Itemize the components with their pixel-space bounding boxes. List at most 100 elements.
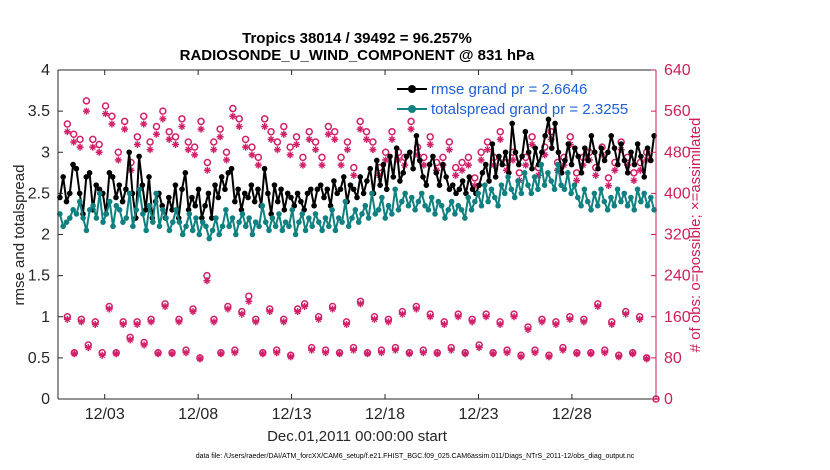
obs-assimilated-stroke <box>522 162 529 168</box>
rmse-point <box>459 178 466 184</box>
obs-assimilated-stroke <box>622 311 629 318</box>
totalspread-point <box>319 227 325 234</box>
obs-assimilated-marker <box>259 350 267 358</box>
obs-assimilated-stroke <box>370 146 376 153</box>
obs-assimilated-marker <box>608 320 616 328</box>
rmse-point <box>420 174 426 180</box>
totalspread-point <box>252 219 259 225</box>
rmse-point <box>205 190 212 197</box>
rmse-point <box>502 149 509 156</box>
totalspread-point <box>173 207 179 213</box>
rmse-point <box>598 145 605 151</box>
obs-assimilated-marker <box>119 320 127 328</box>
obs-assimilated-stroke <box>301 303 308 310</box>
obs-assimilated-stroke <box>113 350 120 357</box>
obs-assimilated-stroke <box>611 167 618 174</box>
obs-assimilated-stroke <box>541 151 548 158</box>
obs-assimilated-stroke <box>210 146 217 153</box>
totalspread-point <box>581 186 588 193</box>
obs-assimilated-marker <box>280 130 288 138</box>
totalspread-point <box>498 182 505 188</box>
obs-assimilated-stroke <box>462 350 469 357</box>
totalspread-point <box>641 190 647 197</box>
obs-assimilated-marker <box>592 171 600 179</box>
rmse-point <box>585 157 591 164</box>
obs-assimilated-marker <box>70 350 78 358</box>
obs-assimilated-marker <box>454 313 462 321</box>
rmse-point <box>446 186 453 193</box>
obs-assimilated-marker <box>84 344 92 352</box>
totalspread-point <box>555 161 561 168</box>
totalspread-point <box>372 211 379 217</box>
obs-assimilated-stroke <box>573 350 580 357</box>
obs-assimilated-stroke <box>399 311 406 318</box>
rmse-point <box>367 165 374 172</box>
totalspread-point <box>96 190 103 197</box>
obs-assimilated-marker <box>305 135 313 143</box>
totalspread-point <box>203 223 209 230</box>
rmse-point <box>284 190 291 197</box>
obs-possible-marker <box>324 122 333 131</box>
totalspread-point <box>422 202 428 209</box>
rmse-point <box>638 153 644 160</box>
obs-assimilated-marker <box>203 166 211 174</box>
obs-assimilated-stroke <box>106 306 113 312</box>
obs-possible-marker <box>114 148 123 156</box>
totalspread-line <box>58 163 656 240</box>
obs-assimilated-stroke <box>529 141 535 148</box>
obs-assimilated-stroke <box>280 131 287 138</box>
totalspread-point <box>60 223 66 230</box>
obs-assimilated-stroke <box>636 316 643 323</box>
totalspread-point <box>223 207 229 213</box>
obs-possible-marker <box>426 133 434 141</box>
totalspread-point <box>249 231 256 238</box>
obs-assimilated-stroke <box>532 349 538 356</box>
obs-assimilated-marker <box>191 151 199 159</box>
rmse-point <box>641 174 648 180</box>
totalspread-point <box>176 219 183 225</box>
obs-assimilated-stroke <box>427 313 434 320</box>
obs-assimilated-stroke <box>476 344 483 351</box>
obs-assimilated-stroke <box>490 350 496 357</box>
totalspread-point <box>189 227 196 234</box>
obs-assimilated-stroke <box>546 353 552 360</box>
obs-assimilated-stroke <box>392 347 399 354</box>
rmse-point <box>182 170 189 176</box>
rmse-point <box>377 182 383 188</box>
rmse-point <box>615 161 621 168</box>
obs-assimilated-marker <box>545 353 553 361</box>
x-axis-label: Dec.01,2011 00:00:00 start <box>267 428 448 445</box>
obs-assimilated-stroke <box>504 349 510 356</box>
totalspread-point <box>382 215 389 221</box>
totalspread-point <box>272 223 279 230</box>
totalspread-point <box>239 211 246 217</box>
totalspread-point <box>359 211 365 217</box>
rmse-point <box>360 190 367 197</box>
rmse-point <box>463 190 469 197</box>
totalspread-point <box>591 190 598 197</box>
rmse-point <box>562 157 568 164</box>
obs-assimilated-stroke <box>601 349 608 356</box>
obs-assimilated-marker <box>350 171 358 179</box>
rmse-point <box>202 202 208 209</box>
obs-assimilated-stroke <box>319 162 325 168</box>
obs-possible-marker <box>63 120 72 128</box>
totalspread-point <box>193 215 199 221</box>
totalspread-point <box>545 170 551 176</box>
totalspread-point <box>515 178 521 184</box>
rmse-point <box>324 186 331 193</box>
obs-assimilated-marker <box>629 350 637 358</box>
totalspread-point <box>299 211 306 217</box>
totalspread-point <box>644 202 651 209</box>
obs-assimilated-marker <box>517 353 525 361</box>
obs-possible-marker <box>139 112 148 121</box>
rmse-point <box>456 186 463 193</box>
obs-assimilated-marker <box>433 350 441 358</box>
obs-assimilated-marker <box>370 315 378 323</box>
rmse-point <box>565 141 572 147</box>
totalspread-point <box>90 202 96 209</box>
totalspread-point <box>163 215 169 221</box>
obs-assimilated-stroke <box>420 349 427 356</box>
totalspread-point <box>551 186 558 193</box>
obs-assimilated-marker <box>184 146 192 154</box>
